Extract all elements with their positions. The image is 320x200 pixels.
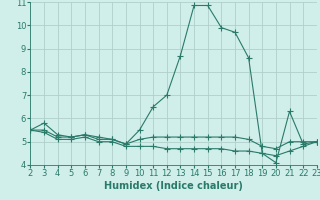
X-axis label: Humidex (Indice chaleur): Humidex (Indice chaleur) — [104, 181, 243, 191]
